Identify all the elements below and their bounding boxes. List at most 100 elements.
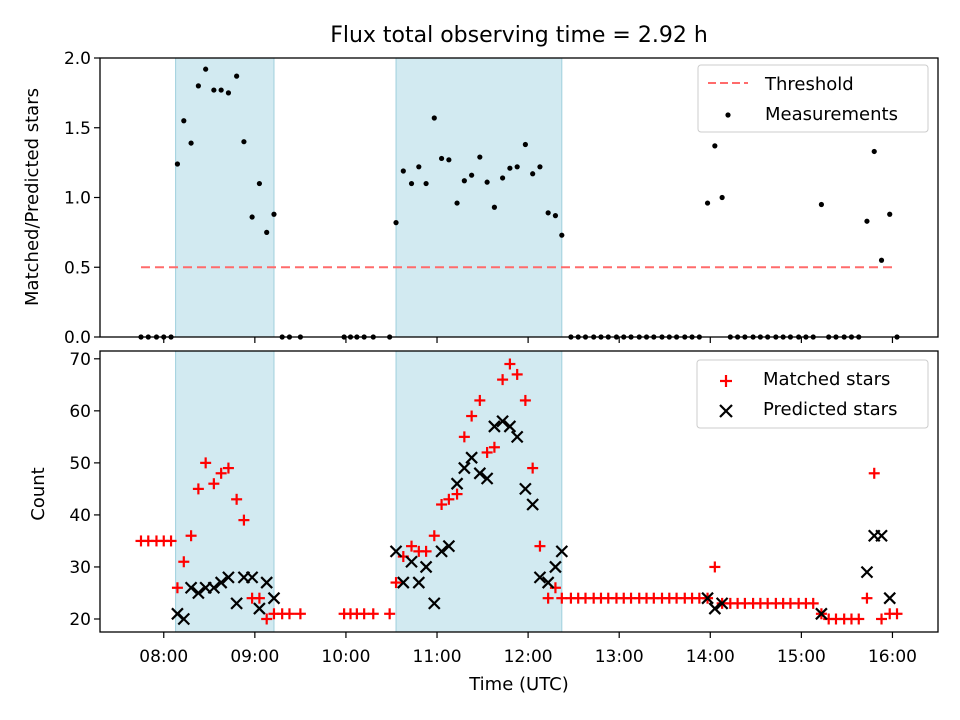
measurement-point [241, 139, 247, 145]
observing-window-1 [395, 57, 563, 338]
bottom-y-tick-label: 40 [69, 506, 91, 526]
top-y-tick-label: 0.0 [64, 328, 91, 348]
predicted-star-point [458, 461, 471, 475]
matched-star-point [458, 431, 470, 443]
matched-star-point [451, 488, 463, 500]
bottom-y-tick-label: 50 [69, 454, 91, 474]
measurement-point [864, 218, 870, 224]
measurement-point [704, 200, 711, 206]
top-y-tick-label: 2.0 [64, 49, 91, 69]
bottom-y-tick-label: 70 [69, 350, 91, 370]
bottom-y-tick-label: 20 [69, 610, 91, 630]
measurement-point [264, 229, 270, 235]
observing-window-0 [175, 57, 275, 338]
predicted-star-point [428, 597, 441, 610]
predicted-star-point [222, 571, 235, 584]
measurement-point [249, 214, 255, 220]
predicted-star-point [701, 591, 714, 605]
matched-star-point [420, 545, 432, 557]
matched-star-point [443, 493, 455, 505]
legend-matched-label: Matched stars [763, 369, 890, 390]
predicted-star-point [519, 482, 532, 496]
top-y-tick-label: 0.5 [64, 258, 91, 278]
predicted-star-point [715, 597, 729, 610]
matched-stars-points [135, 358, 903, 625]
matched-star-point [474, 394, 486, 406]
predicted-star-point [510, 430, 524, 444]
matched-star-point [868, 467, 880, 479]
matched-star-point [185, 530, 197, 542]
measurement-point [878, 257, 885, 263]
predicted-star-point [496, 414, 509, 428]
measurement-point [416, 164, 422, 170]
measurement-point [271, 211, 277, 217]
predicted-star-point [419, 560, 433, 574]
matched-star-point [238, 514, 250, 526]
matched-star-point [527, 462, 539, 474]
legend-threshold-label: Threshold [764, 74, 854, 95]
bottom-x-tick-label: 13:00 [595, 647, 644, 667]
predicted-stars-points [171, 414, 897, 626]
matched-star-point [511, 368, 523, 380]
measurement-point [256, 180, 263, 187]
matched-star-point [200, 457, 212, 469]
predicted-star-point [549, 560, 562, 574]
matched-star-point [222, 462, 234, 474]
top-y-tick-label: 1.0 [64, 189, 91, 209]
matched-star-point [466, 410, 478, 422]
predicted-star-point [184, 581, 198, 595]
bottom-x-tick-label: 09:00 [230, 647, 279, 667]
bottom-y-tick-label: 60 [69, 402, 91, 422]
matched-star-point [294, 608, 306, 620]
measurement-point [211, 87, 217, 93]
measurement-point [530, 171, 536, 177]
x-axis-label: Time (UTC) [468, 674, 569, 695]
matched-star-point [231, 493, 243, 505]
matched-star-point [165, 535, 177, 547]
bottom-x-tick-label: 10:00 [321, 647, 370, 667]
matched-star-point [891, 608, 903, 620]
predicted-star-point [245, 571, 259, 584]
matched-star-point [861, 592, 873, 604]
measurement-point [514, 164, 520, 170]
predicted-star-point [465, 451, 478, 464]
matched-star-point [807, 597, 819, 609]
predicted-star-point [875, 529, 888, 543]
predicted-star-point [708, 602, 722, 615]
measurement-point [454, 200, 460, 206]
predicted-star-point [230, 597, 243, 610]
measurement-point [469, 172, 475, 178]
measurement-point [461, 178, 467, 184]
bottom-y-ticks: 20 30 40 50 60 70 [69, 350, 100, 630]
predicted-star-point [267, 591, 281, 605]
predicted-star-point [412, 576, 426, 589]
measurement-point [438, 155, 445, 162]
measurement-point [218, 87, 224, 93]
bottom-x-tick-label: 15:00 [777, 647, 826, 667]
matched-star-point [534, 540, 546, 552]
matched-star-point [876, 613, 888, 625]
top-y-ticks: 0.0 0.5 1.0 1.5 2.0 [64, 49, 100, 348]
bottom-x-tick-label: 16:00 [868, 647, 917, 667]
predicted-star-point [435, 545, 448, 558]
matched-star-point [549, 582, 561, 594]
predicted-star-point [214, 576, 228, 589]
predicted-star-point [260, 576, 273, 589]
measurement-point [431, 115, 437, 121]
top-shaded-intervals [175, 57, 563, 338]
measurement-point [522, 141, 528, 148]
ratio-panel: 0.00.51.01.52.0 Matched/Predicted stars … [22, 49, 939, 348]
count-panel: 20 30 40 50 60 70 08:00 09:00 10:00 11:00 12:00 13… [28, 350, 939, 695]
measurement-point [195, 83, 201, 89]
bottom-y-axis-label: Count [28, 467, 49, 520]
matched-legend-swatch [720, 375, 732, 387]
matched-star-point [481, 446, 493, 458]
measurement-point [871, 148, 877, 155]
matched-star-point [853, 613, 865, 625]
matched-star-point [488, 441, 500, 453]
bottom-x-tick-label: 14:00 [686, 647, 735, 667]
measurement-point [174, 161, 181, 167]
top-y-axis-label: Matched/Predicted stars [22, 88, 43, 306]
matched-star-point [519, 394, 531, 406]
